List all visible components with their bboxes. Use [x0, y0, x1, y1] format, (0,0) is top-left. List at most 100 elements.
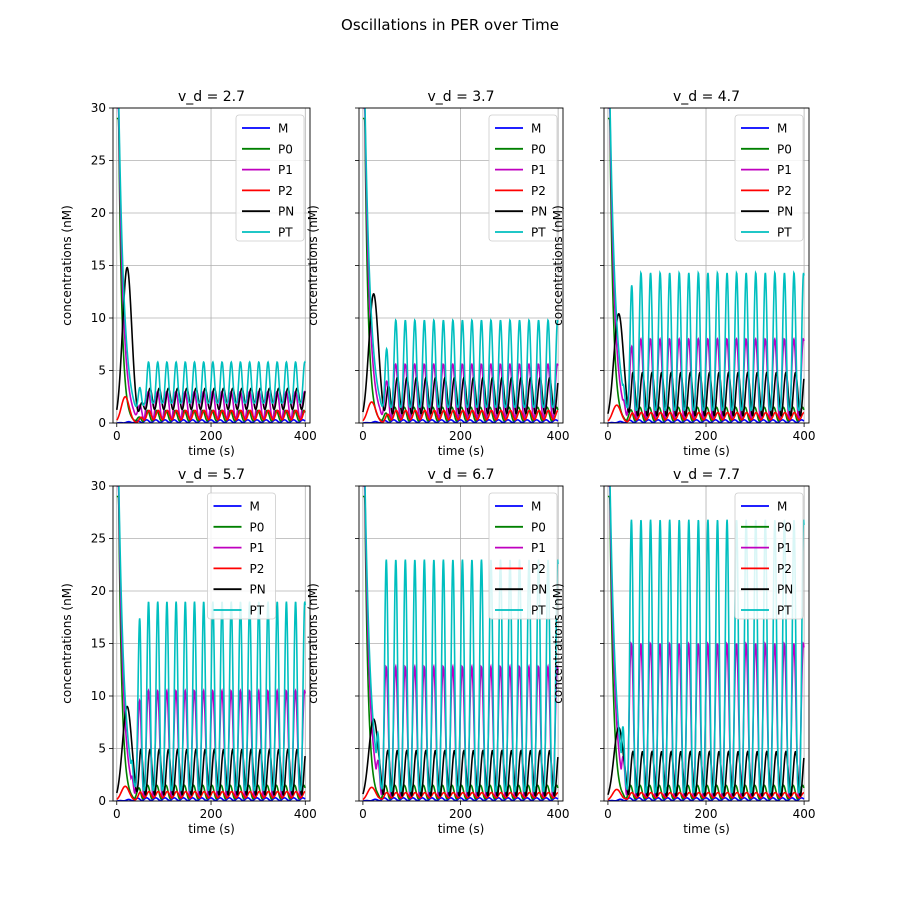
subplot-title: v_d = 5.7 [178, 467, 245, 483]
y-tick-label: 10 [91, 311, 106, 325]
series-line-p2 [116, 395, 306, 423]
x-tick-label: 0 [359, 807, 367, 821]
y-tick-label: 10 [91, 689, 106, 703]
legend-box [734, 492, 804, 620]
legend-label-p2: P2 [777, 562, 792, 576]
x-tick-label: 0 [113, 807, 121, 821]
series-line-pt [118, 108, 306, 408]
x-tick-label: 0 [604, 807, 612, 821]
legend-label-pn: PN [777, 205, 793, 219]
y-tick-label: 30 [91, 479, 106, 493]
legend-label-p2: P2 [278, 184, 293, 198]
legend: M P0 P1 P2 PN PT [235, 114, 305, 242]
x-tick-label: 0 [359, 429, 367, 443]
legend-label-pt: PT [250, 604, 265, 618]
legend: M P0 P1 P2 PN PT [734, 114, 804, 242]
legend: M P0 P1 P2 PN PT [488, 114, 558, 242]
x-tick-label: 400 [294, 429, 317, 443]
x-tick-label: 400 [547, 429, 570, 443]
subplot-title: v_d = 2.7 [178, 89, 245, 105]
legend-label-p0: P0 [777, 520, 792, 534]
y-tick-label: 0 [98, 794, 106, 808]
legend-box [235, 114, 305, 242]
series-line-p2 [116, 785, 306, 801]
y-axis-label: concentrations (nM) [306, 205, 320, 326]
plot-area [115, 486, 306, 801]
series-line-pn [115, 266, 306, 413]
legend-label-p0: P0 [250, 520, 265, 534]
legend-label-pn: PN [250, 583, 266, 597]
legend-label-pn: PN [531, 583, 547, 597]
series-line-pt [609, 486, 805, 794]
x-tick-label: 200 [695, 429, 718, 443]
legend-box [488, 492, 558, 620]
legend-label-p1: P1 [278, 163, 293, 177]
legend-label-pn: PN [278, 205, 294, 219]
x-tick-label: 200 [695, 807, 718, 821]
plot-area [607, 108, 805, 423]
plot-area [362, 108, 559, 423]
x-axis-label: time (s) [188, 444, 235, 458]
legend-label-p0: P0 [531, 520, 546, 534]
legend-label-pt: PT [531, 226, 546, 240]
x-tick-label: 200 [449, 807, 472, 821]
series-line-p2 [362, 786, 559, 801]
x-tick-label: 400 [547, 807, 570, 821]
series-line-pt [609, 108, 805, 412]
y-tick-label: 0 [98, 416, 106, 430]
legend-label-m: M [777, 500, 787, 514]
legend-label-m: M [531, 500, 541, 514]
y-tick-label: 20 [91, 584, 106, 598]
legend-label-p0: P0 [777, 142, 792, 156]
legend-label-pt: PT [777, 226, 792, 240]
series-line-pn [362, 292, 559, 415]
x-axis-label: time (s) [188, 822, 235, 836]
subplot-3: 0 200 400 v_d = 4.7 time (s) concentrations (… [551, 89, 816, 458]
series-line-p2 [607, 788, 805, 801]
y-tick-label: 30 [91, 101, 106, 115]
series-line-pt [118, 486, 306, 792]
series-line-m [362, 797, 559, 801]
legend: M P0 P1 P2 PN PT [207, 492, 276, 620]
legend-label-m: M [531, 122, 541, 136]
legend-label-m: M [777, 122, 787, 136]
subplot-title: v_d = 3.7 [427, 89, 494, 105]
series-line-p2 [607, 404, 805, 423]
legend-label-p1: P1 [531, 163, 546, 177]
y-tick-label: 15 [91, 637, 106, 651]
x-tick-label: 200 [200, 807, 223, 821]
legend-box [734, 114, 804, 242]
y-tick-label: 5 [98, 742, 106, 756]
legend-label-p1: P1 [777, 541, 792, 555]
series-line-pt [364, 108, 559, 409]
plot-area [607, 486, 805, 801]
y-tick-label: 15 [91, 259, 106, 273]
series-line-pn [607, 726, 805, 797]
y-axis-label: concentrations (nM) [551, 205, 565, 326]
x-axis-label: time (s) [683, 444, 730, 458]
legend: M P0 P1 P2 PN PT [734, 492, 804, 620]
y-tick-label: 25 [91, 532, 106, 546]
legend-label-m: M [278, 122, 288, 136]
series-line-pn [115, 705, 306, 796]
y-tick-label: 20 [91, 206, 106, 220]
legend-label-p1: P1 [777, 163, 792, 177]
legend-label-p1: P1 [531, 541, 546, 555]
subplot-2: 0 200 400 v_d = 3.7 time (s) concentrations (… [306, 89, 570, 458]
legend-label-p2: P2 [777, 184, 792, 198]
x-axis-label: time (s) [438, 822, 485, 836]
subplot-title: v_d = 4.7 [673, 89, 740, 105]
x-axis-label: time (s) [438, 444, 485, 458]
y-axis-label: concentrations (nM) [60, 205, 74, 326]
legend-label-p2: P2 [531, 562, 546, 576]
y-tick-label: 25 [91, 154, 106, 168]
x-tick-label: 400 [793, 429, 816, 443]
y-axis-label: concentrations (nM) [551, 583, 565, 704]
x-tick-label: 0 [113, 429, 121, 443]
legend-label-pn: PN [531, 205, 547, 219]
x-tick-label: 200 [449, 429, 472, 443]
subplot-6: 0 200 400 v_d = 7.7 time (s) concentrations (… [551, 467, 816, 836]
series-line-m [607, 419, 805, 423]
legend-box [207, 492, 276, 620]
